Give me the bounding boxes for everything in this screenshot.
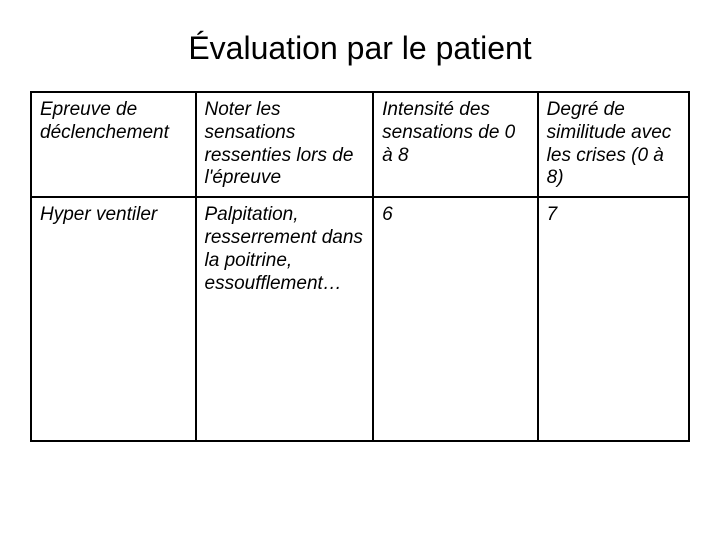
- cell-epreuve: Hyper ventiler: [31, 197, 196, 441]
- evaluation-table: Epreuve de déclenchement Noter les sensa…: [30, 91, 690, 442]
- header-cell-epreuve: Epreuve de déclenchement: [31, 92, 196, 197]
- cell-similitude: 7: [538, 197, 689, 441]
- table-header-row: Epreuve de déclenchement Noter les sensa…: [31, 92, 689, 197]
- header-cell-sensations: Noter les sensations ressenties lors de …: [196, 92, 374, 197]
- table-row: Hyper ventiler Palpitation, resserrement…: [31, 197, 689, 441]
- header-cell-intensite: Intensité des sensations de 0 à 8: [373, 92, 538, 197]
- slide: Évaluation par le patient Epreuve de déc…: [0, 0, 720, 540]
- page-title: Évaluation par le patient: [30, 30, 690, 67]
- cell-sensations: Palpitation, resserrement dans la poitri…: [196, 197, 374, 441]
- header-cell-similitude: Degré de similitude avec les crises (0 à…: [538, 92, 689, 197]
- cell-intensite: 6: [373, 197, 538, 441]
